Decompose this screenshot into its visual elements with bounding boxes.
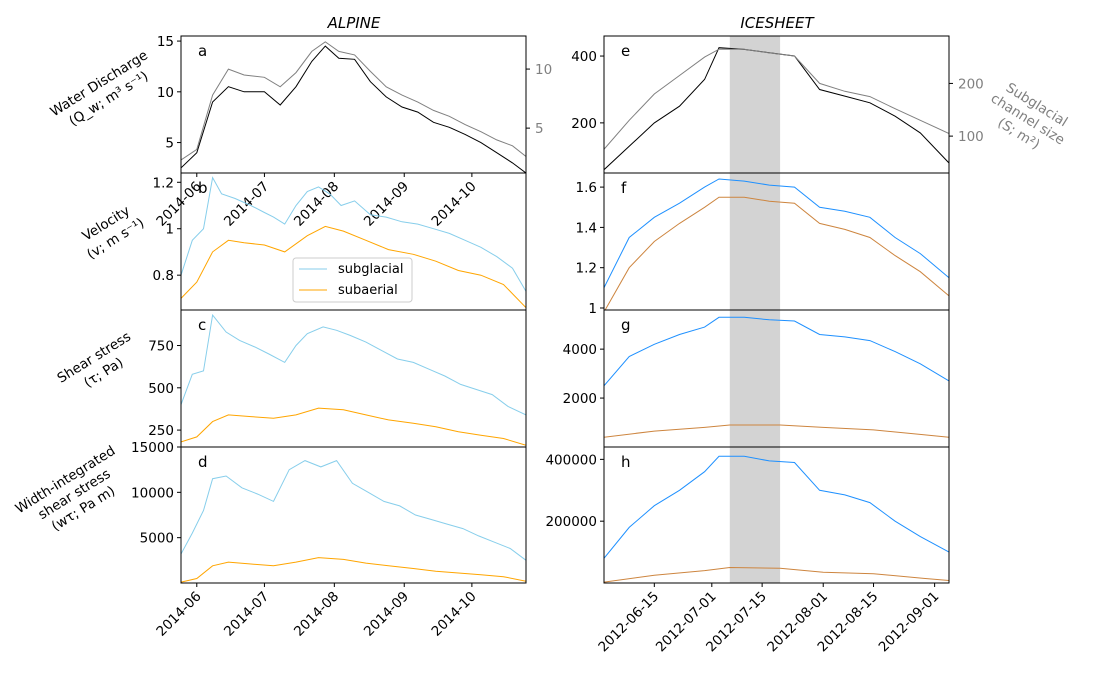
panel-frame (180, 35, 527, 174)
x-tick-label: 2012-06-15 (595, 589, 662, 656)
series-line-d-subglacial (181, 459, 526, 561)
y2-tick-label: 100 (958, 129, 984, 145)
y-tick-label: 1.2 (153, 175, 174, 191)
series-line-d-subaerial (181, 557, 526, 583)
shaded-span (729, 173, 781, 310)
x-tick-label: 2014-08 (291, 589, 342, 640)
y-tick-label: 400000 (545, 452, 597, 468)
y-tick-label: 1 (588, 301, 597, 317)
y-tick-label: 750 (148, 339, 174, 355)
panel-frame (180, 309, 527, 448)
row-label-shear-stress: Shear stress (τ; Pa) (55, 329, 134, 391)
panel-letter-e: e (621, 42, 630, 60)
shaded-span (729, 36, 781, 173)
x-tick-label: 2012-09-01 (876, 589, 943, 656)
panel-letter-h: h (621, 453, 631, 471)
series-line-c-subaerial (181, 407, 526, 446)
x-tick-label: 2014-08 (291, 179, 342, 230)
row-label-velocity: Velocity (v; m s⁻¹) (79, 203, 147, 263)
panel-frame (603, 446, 950, 584)
series-line-b-subaerial (181, 225, 526, 309)
panel-c: 250 500 750 c (148, 309, 527, 448)
y-tick-label: 1.6 (576, 180, 597, 196)
y-tick-label: 400 (571, 49, 597, 65)
panel-h: 2000004000002012-06-152012-07-012012-07-… (545, 446, 950, 656)
series-line-h-subaerial (604, 566, 949, 583)
y2-tick-label: 5 (535, 121, 544, 137)
panel-letter-a: a (198, 42, 207, 60)
panel-f: 1 1.2 1.4 1.6 f (576, 172, 950, 317)
y-tick-label: 15 (157, 34, 174, 50)
y-tick-label: 2000 (563, 391, 597, 407)
panel-frame (180, 446, 527, 584)
legend-label-subaerial: subaerial (338, 283, 398, 298)
x-tick-label: 2014-09 (361, 589, 412, 640)
x-tick-label: 2014-06 (153, 589, 204, 640)
row-label-width-integrated: Width-integrated shear stress (wτ; Pa m) (13, 443, 119, 535)
panel-letter-f: f (621, 179, 627, 197)
y-tick-label: 200 (571, 116, 597, 132)
y-tick-label: 15000 (131, 440, 174, 456)
y-tick-label: 5000 (140, 531, 174, 547)
legend-label-subglacial: subglacial (338, 262, 403, 277)
series-line-f-subglacial (604, 178, 949, 289)
y2-tick-label: 10 (535, 62, 552, 78)
panel-g: 2000 4000 g (563, 309, 950, 448)
y-tick-label: 4000 (563, 342, 597, 358)
panel-e: 200 400 100 200 e (571, 35, 984, 174)
shaded-span (729, 310, 781, 447)
series-line-g-subaerial (604, 424, 949, 438)
panel-b: 0.8 1 1.2 b (153, 172, 527, 311)
panel-d: 5000 10000 15000 2014-06 2014-07 2014-08 2014-… (131, 440, 527, 640)
panel-letter-b: b (198, 179, 208, 197)
y-tick-label: 5 (165, 136, 174, 152)
row-label-discharge: Water Discharge (Q_w; m³ s⁻¹) (48, 47, 152, 129)
shaded-span (729, 447, 781, 583)
y-tick-label: 1 (165, 222, 174, 238)
column-title-alpine: ALPINE (327, 14, 381, 32)
series-line-e-channel-size (604, 48, 949, 150)
series-line-h-subglacial (604, 455, 949, 559)
legend: subglacial subaerial (292, 257, 413, 303)
y-tick-label: 1.4 (576, 220, 597, 236)
panel-letter-d: d (198, 453, 208, 471)
series-line-f-subaerial (604, 196, 949, 310)
panel-letter-g: g (621, 316, 631, 334)
series-line-g-subglacial (604, 316, 949, 387)
series-line-a-channel-size (181, 41, 526, 161)
y-tick-label: 1.2 (576, 261, 597, 277)
y-tick-label: 10 (157, 85, 174, 101)
y-tick-label: 200000 (545, 514, 597, 530)
y-tick-label: 500 (148, 381, 174, 397)
y2-tick-label: 200 (958, 76, 984, 92)
y-tick-label: 10000 (131, 485, 174, 501)
series-line-c-subglacial (181, 313, 526, 416)
y-tick-label: 0.8 (153, 268, 174, 284)
series-line-a-discharge (181, 45, 526, 173)
series-line-b-subglacial (181, 176, 526, 292)
right-axis-label: Subglacial channel size (S; m²) (988, 80, 1071, 153)
panels: 5 10 15 5 10 2014-06 2014-07 2014-08 2014-09 2014… (131, 34, 984, 655)
x-tick-label: 2014-10 (429, 589, 480, 640)
column-title-icesheet: ICESHEET (740, 14, 815, 32)
panel-letter-c: c (198, 316, 206, 334)
y-tick-label: 250 (148, 423, 174, 439)
x-tick-label: 2014-07 (221, 589, 272, 640)
x-tick-label: 2014-10 (429, 179, 480, 230)
